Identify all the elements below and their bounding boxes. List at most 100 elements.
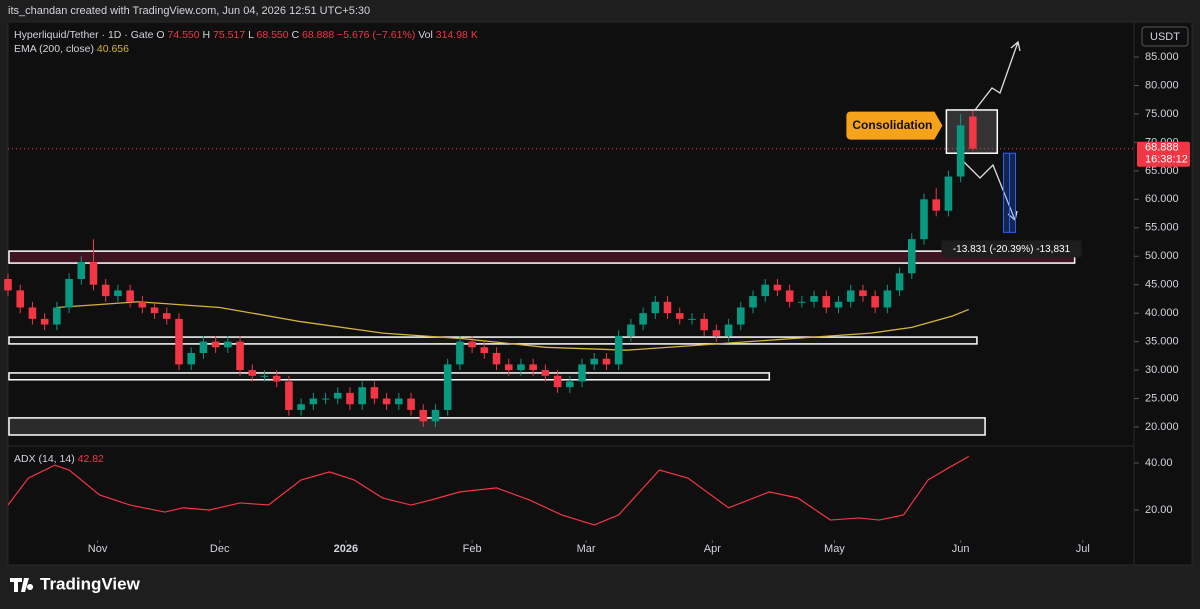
candle-body	[504, 364, 513, 371]
candle-body	[89, 261, 98, 285]
candle-body	[407, 398, 415, 410]
candle-body	[321, 398, 330, 400]
candle-body	[932, 199, 941, 211]
candle-body	[346, 392, 354, 405]
candle-body	[101, 284, 110, 297]
candle-body	[969, 116, 977, 149]
logo-icon	[10, 578, 34, 592]
candle-body	[785, 290, 794, 302]
candle-body	[65, 279, 73, 308]
candle-body	[162, 313, 171, 319]
candle-body	[737, 307, 745, 325]
candle-body	[627, 324, 635, 336]
legend-value: 314.98 K	[436, 29, 478, 41]
candle-body	[700, 318, 708, 331]
candle-body	[333, 392, 342, 399]
candle-body	[810, 296, 818, 302]
currency[interactable]: USDT	[1150, 31, 1180, 43]
candle-body	[40, 318, 49, 325]
symbol: Hyperliquid/Tether · 1D · Gate	[14, 29, 154, 41]
candle-body	[675, 313, 684, 319]
candle-body	[578, 364, 586, 382]
candle-body	[712, 330, 721, 336]
candle-body	[53, 307, 61, 325]
ema-value: 40.656	[97, 43, 129, 55]
y-tick-label: 80.000	[1145, 79, 1179, 91]
candle-body	[77, 261, 86, 280]
candle-body	[920, 199, 928, 240]
y-tick-label: 30.000	[1145, 364, 1179, 376]
x-tick-label: Jun	[952, 543, 970, 555]
y-tick-label: 45.000	[1145, 279, 1179, 291]
legend-value: 68.888	[302, 29, 334, 41]
candle-body	[211, 341, 220, 348]
callout	[846, 111, 943, 140]
candle-body	[749, 296, 757, 308]
candle-body	[395, 398, 403, 405]
x-tick-label: Jul	[1076, 543, 1090, 555]
x-tick-label: May	[824, 543, 845, 555]
y-tick-label: 35.000	[1145, 336, 1179, 348]
candle-body	[724, 324, 733, 336]
candle-body	[761, 284, 770, 297]
ema-line	[56, 301, 970, 351]
candle-body	[199, 341, 208, 354]
candle-body	[663, 301, 672, 314]
legend-key: L	[248, 29, 254, 41]
candle-body	[883, 290, 892, 308]
chart-frame	[7, 21, 1193, 566]
ema-legend: EMA (200, close) 40.656	[14, 43, 129, 55]
y-tick-label: 20.00	[1145, 504, 1173, 516]
candle-body	[480, 347, 489, 354]
legend-key: H	[203, 29, 211, 41]
legend-key: Vol	[418, 29, 433, 41]
candle-body	[822, 296, 831, 308]
candle-body	[688, 318, 696, 320]
candle-body	[834, 301, 843, 308]
candle-body	[871, 296, 879, 308]
candle-body	[175, 318, 183, 365]
legend: Hyperliquid/Tether · 1D · Gate O 74.550 …	[14, 29, 478, 41]
candle-body	[956, 125, 965, 177]
legend-key: C	[292, 29, 300, 41]
ema-name: EMA (200, close)	[14, 43, 94, 55]
candle-body	[16, 290, 24, 308]
arrows	[959, 40, 1021, 222]
candle-body	[28, 307, 37, 319]
measure-label-box	[941, 240, 1082, 258]
candle-body	[187, 353, 195, 365]
x-tick-label: Mar	[577, 543, 596, 555]
candle-body	[517, 364, 525, 371]
candle-body	[590, 358, 599, 365]
x-tick-label: Feb	[463, 543, 482, 555]
y-tick-label: 60.000	[1145, 193, 1179, 205]
zone	[8, 417, 986, 436]
candle-body	[114, 290, 122, 297]
currency-button[interactable]	[1141, 26, 1189, 47]
y-tick-label: 85.000	[1145, 51, 1179, 63]
candle-body	[260, 375, 269, 377]
x-tick-label: Dec	[210, 543, 230, 555]
adx-name: ADX (14, 14)	[14, 453, 75, 465]
candle-body	[297, 404, 305, 410]
candle-body	[431, 409, 440, 422]
candle-body	[285, 381, 293, 410]
candle-body	[846, 290, 855, 302]
candle-body	[358, 387, 366, 405]
zone	[8, 336, 978, 345]
candle-body	[236, 341, 244, 371]
candle-body	[541, 370, 550, 376]
x-tick-label: 2026	[334, 543, 358, 555]
legend-key: O	[156, 29, 164, 41]
candle-body	[492, 353, 501, 365]
legend-change: −5.676 (−7.61%)	[337, 29, 415, 41]
adx-line	[7, 455, 970, 526]
y-tick-label: 20.000	[1145, 421, 1179, 433]
candle-body	[908, 239, 916, 274]
candle-body	[553, 375, 562, 388]
candle-body	[4, 279, 12, 291]
zone	[8, 372, 771, 381]
price-label-box	[1137, 141, 1190, 167]
candle-body	[272, 375, 281, 382]
